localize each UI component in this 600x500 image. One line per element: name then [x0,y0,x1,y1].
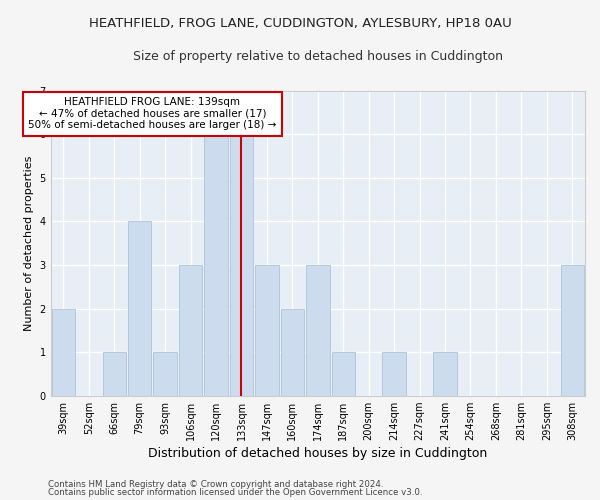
Bar [52,308,75,396]
Bar [560,265,584,396]
Text: HEATHFIELD, FROG LANE, CUDDINGTON, AYLESBURY, HP18 0AU: HEATHFIELD, FROG LANE, CUDDINGTON, AYLES… [89,18,511,30]
Text: Contains public sector information licensed under the Open Government Licence v3: Contains public sector information licen… [48,488,422,497]
Bar [255,265,278,396]
Bar [433,352,457,396]
Text: HEATHFIELD FROG LANE: 139sqm
← 47% of detached houses are smaller (17)
50% of se: HEATHFIELD FROG LANE: 139sqm ← 47% of de… [28,97,277,130]
Bar [205,134,228,396]
Bar [154,352,177,396]
Bar [382,352,406,396]
X-axis label: Distribution of detached houses by size in Cuddington: Distribution of detached houses by size … [148,447,487,460]
Bar [230,134,253,396]
Title: Size of property relative to detached houses in Cuddington: Size of property relative to detached ho… [133,50,503,63]
Bar [332,352,355,396]
Bar [306,265,329,396]
Bar [103,352,126,396]
Bar [179,265,202,396]
Y-axis label: Number of detached properties: Number of detached properties [24,156,34,331]
Bar [281,308,304,396]
Bar [128,222,151,396]
Text: Contains HM Land Registry data © Crown copyright and database right 2024.: Contains HM Land Registry data © Crown c… [48,480,383,489]
